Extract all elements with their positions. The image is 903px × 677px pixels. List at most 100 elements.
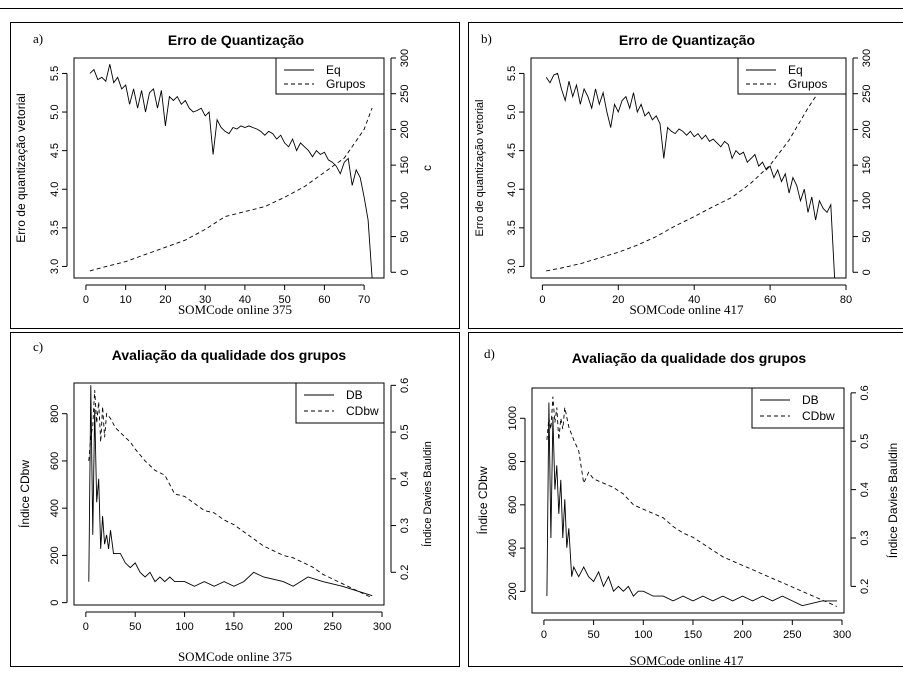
top-rule bbox=[0, 8, 903, 9]
legend-box bbox=[295, 382, 385, 424]
chart-svg-d: d) Avaliação da qualidade dos grupos 0 50 10… bbox=[475, 346, 900, 666]
y-tick-label: 5.5 bbox=[506, 66, 518, 81]
y-right-tick-label: 0.4 bbox=[859, 482, 871, 497]
chart-svg-c: c) Avaliação da qualidade dos grupos 0 50 10… bbox=[17, 339, 434, 664]
y-tick-label: 5.5 bbox=[49, 66, 61, 81]
y-tick-label: 600 bbox=[49, 452, 61, 470]
x-tick-label: 250 bbox=[783, 629, 801, 641]
y-right-tick-label: 0 bbox=[399, 269, 411, 275]
x-axis-label: SOMCode online 417 bbox=[629, 653, 744, 666]
y-tick-label: 0 bbox=[49, 600, 61, 606]
y-tick-label: 400 bbox=[507, 539, 519, 557]
x-tick-label: 0 bbox=[541, 629, 547, 641]
x-tick-label: 250 bbox=[323, 621, 341, 633]
y-right-axis-label: c bbox=[420, 165, 434, 171]
legend-label: Eq bbox=[326, 63, 341, 77]
y-right-tick-label: 150 bbox=[861, 156, 873, 174]
legend-label: CDbw bbox=[346, 404, 379, 418]
y-tick-label: 4.0 bbox=[49, 182, 61, 197]
x-tick-label: 70 bbox=[358, 294, 370, 306]
y-axis-label: Índice CDbw bbox=[17, 460, 32, 528]
y-tick-label: 200 bbox=[507, 582, 519, 600]
y-right-tick-label: 0.2 bbox=[399, 565, 411, 580]
x-tick-label: 60 bbox=[318, 294, 330, 306]
x-tick-label: 80 bbox=[840, 294, 852, 306]
legend-label: DB bbox=[346, 388, 363, 402]
y-right-tick-label: 200 bbox=[399, 120, 411, 138]
series-line-eq bbox=[545, 72, 836, 279]
y-tick-label: 4.0 bbox=[506, 182, 518, 197]
x-tick-label: 0 bbox=[83, 621, 89, 633]
chart-panel-a: a) Erro de Quantização 0 10 20 30 40 50 60 70 3.0 3… bbox=[10, 22, 460, 329]
y-right-tick-label: 100 bbox=[399, 192, 411, 210]
y-right-tick-label: 50 bbox=[399, 230, 411, 242]
series-line-grupos bbox=[89, 107, 373, 272]
panel-label: d) bbox=[484, 346, 495, 361]
x-tick-label: 0 bbox=[539, 294, 545, 306]
series-line-db bbox=[88, 385, 373, 597]
x-tick-label: 300 bbox=[833, 629, 851, 641]
x-tick-label: 10 bbox=[120, 294, 132, 306]
x-tick-label: 100 bbox=[634, 629, 652, 641]
legend-label: Eq bbox=[788, 63, 803, 77]
x-tick-label: 150 bbox=[225, 621, 243, 633]
x-tick-label: 40 bbox=[239, 294, 251, 306]
series-line-cdbw bbox=[546, 396, 838, 607]
legend-box bbox=[751, 387, 845, 429]
y-right-tick-label: 0 bbox=[861, 269, 873, 275]
y-right-tick-label: 0.3 bbox=[859, 530, 871, 545]
y-right-tick-label: 250 bbox=[861, 85, 873, 103]
chart-title: Erro de Quantização bbox=[168, 32, 304, 48]
y-tick-label: 3.5 bbox=[49, 220, 61, 235]
y-right-tick-label: 300 bbox=[399, 49, 411, 67]
x-tick-label: 200 bbox=[733, 629, 751, 641]
x-axis-label: SOMCode online 375 bbox=[178, 302, 292, 317]
y-tick-label: 5.0 bbox=[49, 104, 61, 119]
y-tick-label: 4.5 bbox=[49, 143, 61, 158]
y-right-tick-label: 0.6 bbox=[859, 385, 871, 400]
y-right-axis-label: Índice Davies Bauldin bbox=[421, 441, 434, 547]
legend-label: Grupos bbox=[326, 77, 365, 91]
y-tick-label: 600 bbox=[507, 496, 519, 514]
legend-box bbox=[737, 57, 847, 95]
y-right-tick-label: 0.5 bbox=[859, 434, 871, 449]
y-tick-label: 800 bbox=[507, 452, 519, 470]
x-axis-label: SOMCode online 417 bbox=[629, 302, 744, 317]
x-tick-label: 50 bbox=[279, 294, 291, 306]
chart-panel-b: b) Erro de Quantização 0 20 40 60 80 3.0 3.5 4.0 4… bbox=[468, 22, 903, 329]
plot-frame bbox=[531, 387, 845, 614]
x-tick-label: 0 bbox=[83, 294, 89, 306]
y-axis-label: Erro de quantização vetorial bbox=[14, 93, 28, 242]
y-tick-label: 3.0 bbox=[49, 259, 61, 274]
y-tick-label: 3.5 bbox=[506, 220, 518, 235]
x-tick-label: 40 bbox=[688, 294, 700, 306]
x-tick-label: 20 bbox=[612, 294, 624, 306]
y-right-tick-label: 150 bbox=[399, 156, 411, 174]
legend-label: CDbw bbox=[802, 409, 835, 423]
x-tick-label: 50 bbox=[587, 629, 599, 641]
series-line-grupos bbox=[546, 68, 835, 272]
chart-title: Avaliação da qualidade dos grupos bbox=[572, 350, 807, 366]
y-axis-label: Índice CDbw bbox=[475, 466, 490, 534]
legend-label: DB bbox=[802, 393, 819, 407]
plot-frame bbox=[73, 57, 385, 279]
y-right-tick-label: 0.5 bbox=[399, 424, 411, 439]
chart-panel-c: c) Avaliação da qualidade dos grupos 0 50 10… bbox=[10, 332, 460, 667]
y-tick-label: 400 bbox=[49, 499, 61, 517]
y-tick-label: 800 bbox=[49, 405, 61, 423]
panel-label: c) bbox=[33, 339, 43, 354]
panel-label: b) bbox=[481, 31, 492, 46]
panel-label: a) bbox=[33, 31, 43, 46]
chart-svg-a: a) Erro de Quantização 0 10 20 30 40 50 60 70 3.0 3… bbox=[14, 31, 434, 317]
y-axis-label: Erro de quantização vetorial bbox=[474, 100, 486, 237]
y-right-tick-label: 50 bbox=[861, 230, 873, 242]
chart-panel-d: d) Avaliação da qualidade dos grupos 0 50 10… bbox=[468, 332, 903, 667]
series-line-cdbw bbox=[88, 390, 373, 599]
y-tick-label: 200 bbox=[49, 546, 61, 564]
series-line-db bbox=[546, 402, 837, 607]
y-right-tick-label: 250 bbox=[399, 85, 411, 103]
x-tick-label: 300 bbox=[373, 621, 391, 633]
y-right-axis-label: Índice Davies Bauldin bbox=[885, 443, 900, 558]
x-tick-label: 150 bbox=[684, 629, 702, 641]
y-right-tick-label: 0.2 bbox=[859, 579, 871, 594]
